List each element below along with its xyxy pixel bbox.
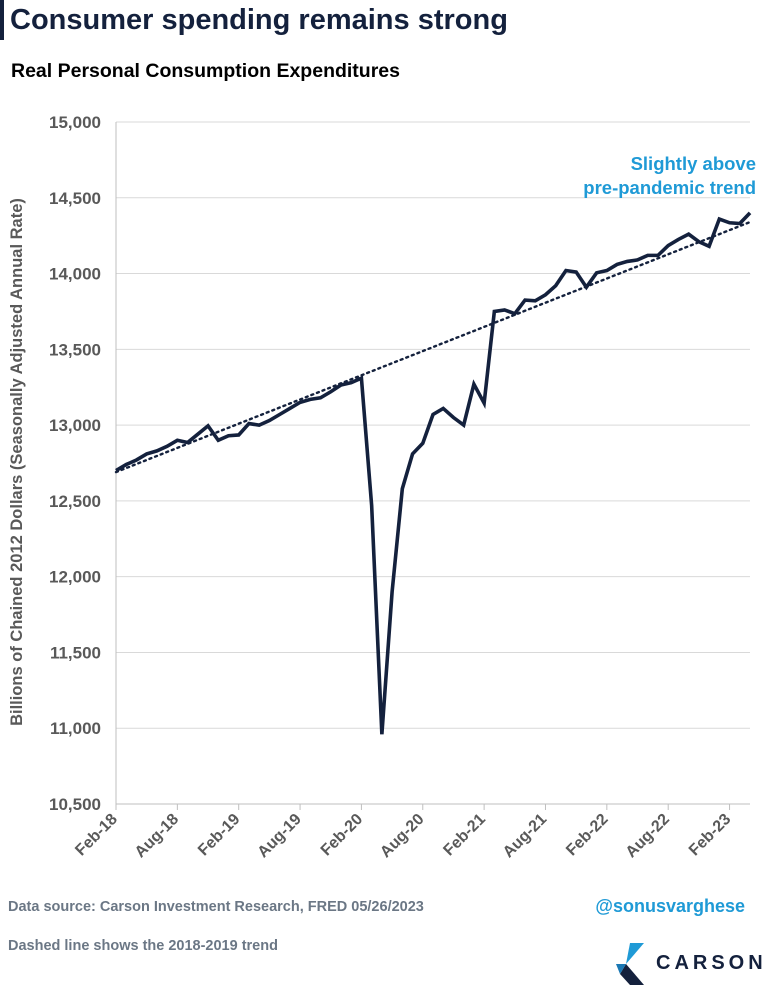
series xyxy=(114,211,752,735)
y-tick-label: 12,000 xyxy=(49,568,101,587)
x-tick-labels: Feb-18 Aug-18 Feb-19 Aug-19 Feb-20 Aug-20 Feb-… xyxy=(72,804,734,861)
annotation-text-line: pre-pandemic trend xyxy=(583,177,756,198)
page-title: Consumer spending remains strong xyxy=(10,4,508,36)
x-tick-label: Feb-19 xyxy=(195,811,244,860)
x-tick-label: Aug-19 xyxy=(255,811,305,861)
x-tick-label: Aug-21 xyxy=(500,811,550,861)
y-tick-label: 12,500 xyxy=(49,492,101,511)
y-tick-label: 14,500 xyxy=(49,189,101,208)
pce-series-line xyxy=(115,211,752,735)
x-tick-label: Feb-22 xyxy=(563,811,612,860)
annotation-text-line: Slightly above xyxy=(631,153,756,174)
y-tick-label: 11,500 xyxy=(50,643,101,662)
x-tick-label: Aug-20 xyxy=(377,811,427,861)
x-tick-label: Feb-18 xyxy=(72,811,121,860)
chart-subtitle: Real Personal Consumption Expenditures xyxy=(11,60,400,82)
carson-logo-text: CARSON xyxy=(656,952,767,974)
carson-logo-mark-icon xyxy=(616,943,644,985)
line-chart: 10,500 11,000 11,500 12,000 12,500 13,000 13,5… xyxy=(8,113,756,861)
x-tick-label: Feb-21 xyxy=(440,811,489,860)
y-tick-label: 10,500 xyxy=(49,795,101,814)
x-tick-label: Aug-22 xyxy=(623,811,673,861)
y-tick-label: 11,000 xyxy=(50,719,101,738)
y-tick-labels: 10,500 11,000 11,500 12,000 12,500 13,000 13,5… xyxy=(49,113,101,814)
x-tick-label: Aug-18 xyxy=(132,811,182,861)
title-accent-bar xyxy=(0,0,4,40)
y-axis-label: Billions of Chained 2012 Dollars (Season… xyxy=(8,198,26,726)
carson-logo: CARSON xyxy=(614,940,764,990)
y-tick-label: 15,000 xyxy=(49,113,101,132)
x-tick-label: Feb-20 xyxy=(318,811,367,860)
x-tick-label: Feb-23 xyxy=(686,811,735,860)
trend-line xyxy=(114,220,752,474)
y-tick-label: 13,500 xyxy=(49,340,101,359)
data-source-note: Data source: Carson Investment Research,… xyxy=(8,899,424,915)
annotation: Slightly above pre-pandemic trend xyxy=(583,153,756,198)
y-tick-label: 13,000 xyxy=(49,416,101,435)
gridlines xyxy=(116,121,750,729)
y-tick-label: 14,000 xyxy=(49,265,101,284)
axes xyxy=(115,122,750,805)
trend-note: Dashed line shows the 2018-2019 trend xyxy=(8,938,278,954)
twitter-handle: @sonusvarghese xyxy=(595,896,745,916)
